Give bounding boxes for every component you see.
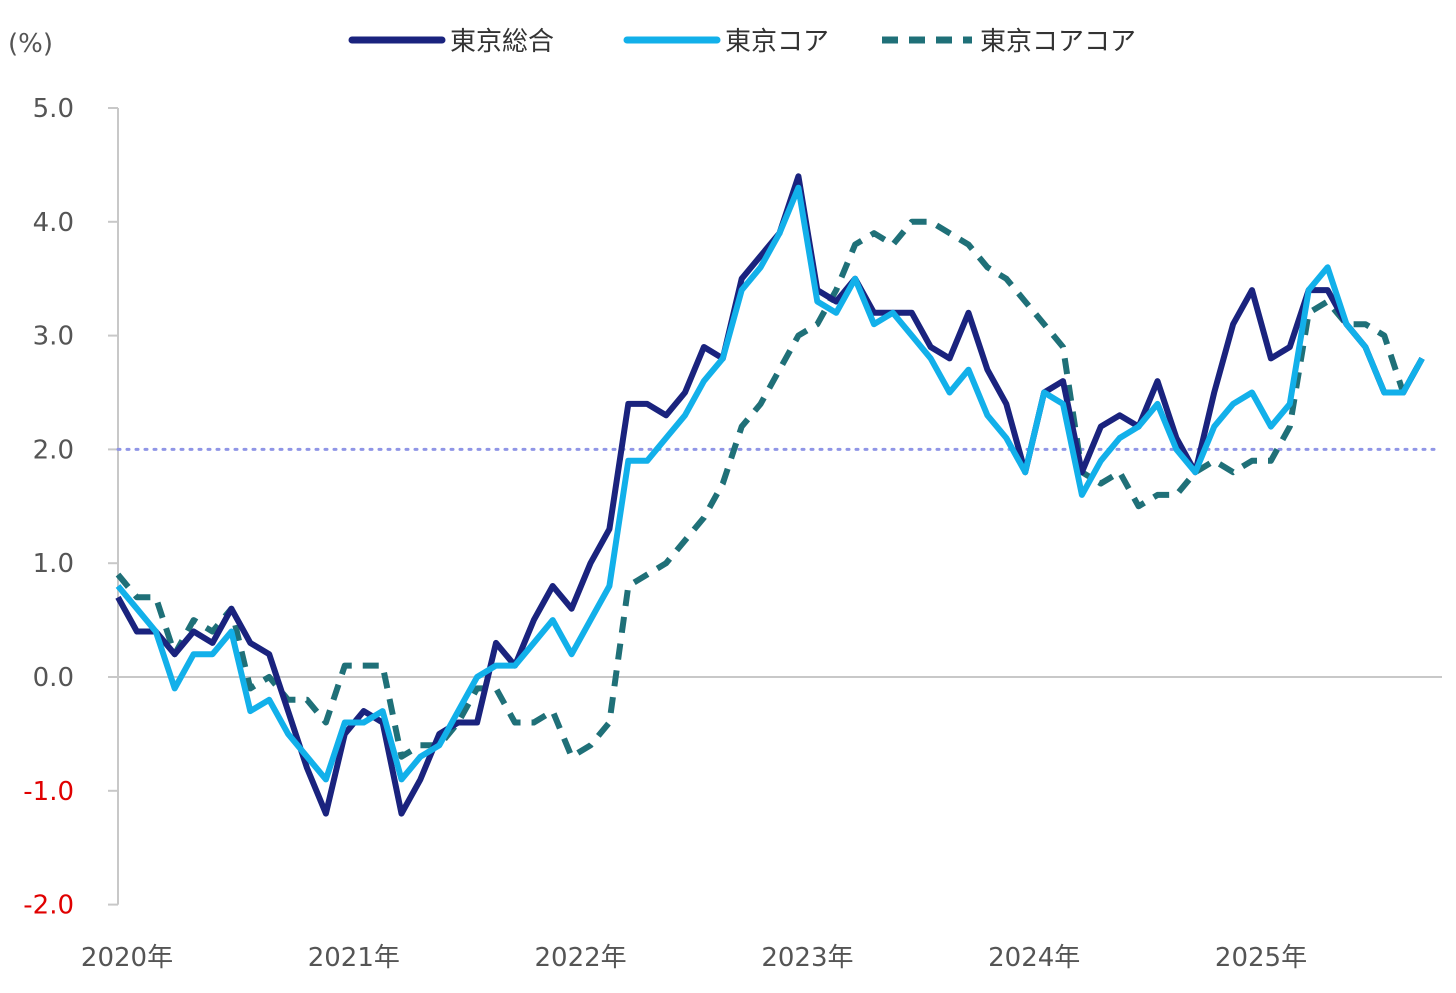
axes (108, 107, 1442, 906)
y-tick-label: -2.0 (23, 891, 74, 921)
y-tick-label: 2.0 (33, 435, 74, 465)
series-group (115, 173, 1425, 817)
legend-label-2: 東京コアコア (980, 27, 1136, 57)
y-tick-label: 1.0 (33, 549, 74, 579)
y-tick-labels: 5.0 4.0 3.0 2.0 1.0 0.0 -1.0 -2.0 (23, 94, 74, 921)
x-tick-label: 2020年 (81, 943, 173, 973)
y-tick-label: -1.0 (23, 777, 74, 807)
legend: 東京総合 東京コア 東京コアコア (348, 27, 1136, 57)
y-tick-label: 4.0 (33, 208, 74, 238)
x-tick-label: 2023年 (761, 943, 853, 973)
series-line-1 (115, 184, 1425, 783)
y-tick-label: 5.0 (33, 94, 74, 124)
x-tick-label: 2022年 (535, 943, 627, 973)
y-tick-label: 3.0 (33, 322, 74, 352)
legend-label-0: 東京総合 (450, 27, 554, 57)
legend-label-1: 東京コア (725, 27, 829, 57)
y-tick-label: 0.0 (33, 663, 74, 693)
x-tick-label: 2025年 (1215, 943, 1307, 973)
x-tick-label: 2021年 (308, 943, 400, 973)
x-tick-labels: 2020年 2021年 2022年 2023年 2024年 2025年 (81, 943, 1307, 973)
series-line-0 (115, 173, 1425, 817)
y-axis-unit-label: (%) (8, 29, 53, 59)
series-line-2 (115, 218, 1425, 760)
x-tick-label: 2024年 (988, 943, 1080, 973)
